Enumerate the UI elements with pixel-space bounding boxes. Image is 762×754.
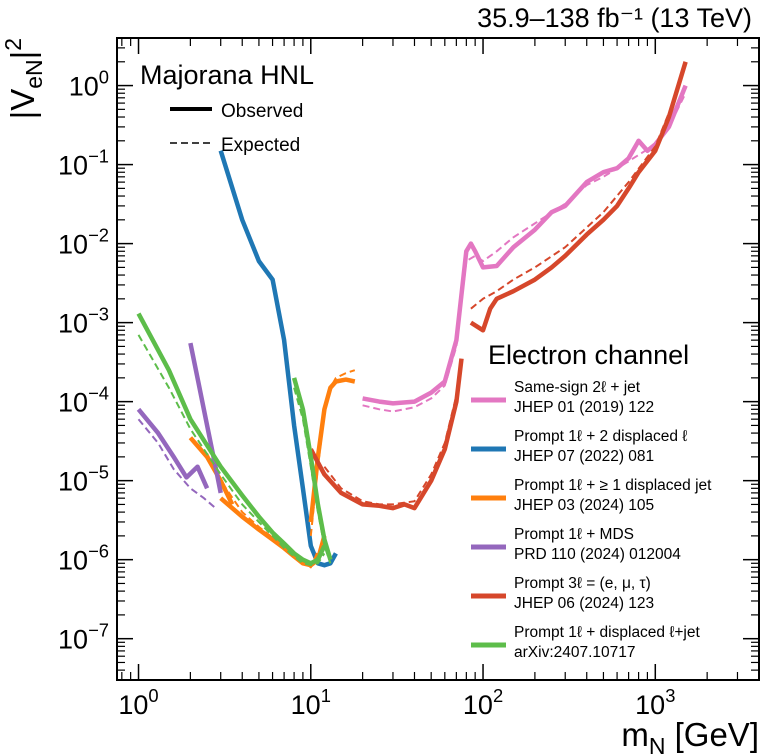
y-tick-label: 10−1 xyxy=(58,145,109,180)
y-tick-label: 10−6 xyxy=(58,541,109,576)
legend-ref-prompt-1-1-displaced-jet: JHEP 03 (2024) 105 xyxy=(514,497,654,514)
series-prompt-1-mds xyxy=(136,342,223,509)
x-tick-label: 100 xyxy=(118,685,158,720)
y-tick-label: 100 xyxy=(69,66,109,101)
x-tick-label: 103 xyxy=(635,685,675,720)
style-legend-dashed-label: Expected xyxy=(221,135,300,156)
prompt-1-2-displaced-observed-0 xyxy=(218,150,338,568)
legend-label-prompt-3-e: Prompt 3ℓ = (e, μ, τ) xyxy=(514,575,651,592)
channel-legend-title: Electron channel xyxy=(488,340,689,370)
y-tick-label: 10−4 xyxy=(58,382,109,417)
x-axis-label: mN [GeV] xyxy=(621,716,759,754)
prompt-1-mds-observed-0 xyxy=(136,407,210,490)
legend-label-prompt-1-displaced-jet: Prompt 1ℓ + displaced ℓ+jet xyxy=(514,624,700,641)
legend-label-same-sign-2-jet: Same-sign 2ℓ + jet xyxy=(514,379,641,396)
style-legend-solid-label: Observed xyxy=(221,101,303,122)
series-layer xyxy=(136,61,688,569)
luminosity-label: 35.9–138 fb⁻¹ (13 TeV) xyxy=(477,3,752,33)
y-tick-label: 10−2 xyxy=(58,224,109,259)
series-prompt-1-displaced-jet xyxy=(136,312,333,567)
prompt-1-displaced-jet-observed-0 xyxy=(136,312,327,566)
style-legend-title: Majorana HNL xyxy=(140,60,314,90)
legend-ref-same-sign-2-jet: JHEP 01 (2019) 122 xyxy=(514,399,654,416)
legend-ref-prompt-1-2-displaced: JHEP 07 (2022) 081 xyxy=(514,448,654,465)
legend-ref-prompt-1-displaced-jet: arXiv:2407.10717 xyxy=(514,644,636,661)
x-tick-label: 102 xyxy=(463,685,503,720)
prompt-1-displaced-jet-observed-1 xyxy=(291,377,333,561)
prompt-3-e-observed-0 xyxy=(308,358,464,511)
y-axis-label: |VeN|2 xyxy=(0,38,47,119)
prompt-3-e-expected-1 xyxy=(470,65,687,310)
same-sign-2-jet-observed-0 xyxy=(362,84,688,406)
prompt-1-mds-expected-0 xyxy=(137,418,217,509)
style-legend: Majorana HNL Observed Expected xyxy=(140,60,314,156)
series-prompt-3-e xyxy=(308,61,688,511)
series-prompt-1-2-displaced xyxy=(218,150,338,568)
plot-frame xyxy=(116,37,760,681)
series-same-sign-2-jet xyxy=(362,84,688,413)
channel-legend: Electron channel Same-sign 2ℓ + jet JHEP 0… xyxy=(471,340,712,661)
prompt-1-1-displaced-jet-observed-2 xyxy=(308,377,356,523)
svg-text:|VeN|2: |VeN|2 xyxy=(0,38,47,119)
legend-label-prompt-1-1-displaced-jet: Prompt 1ℓ + ≥ 1 displaced jet xyxy=(514,477,712,494)
y-tick-label: 10−3 xyxy=(58,303,109,338)
y-tick-label: 10−5 xyxy=(58,462,109,497)
legend-label-prompt-1-2-displaced: Prompt 1ℓ + 2 displaced ℓ xyxy=(514,428,687,445)
svg-text:mN [GeV]: mN [GeV] xyxy=(621,716,759,754)
prompt-1-mds-observed-1 xyxy=(188,342,223,494)
prompt-3-e-observed-1 xyxy=(469,61,688,333)
ticks-layer: 10010110210310410−710−610−510−410−310−21… xyxy=(58,37,760,720)
legend-label-prompt-1-mds: Prompt 1ℓ + MDS xyxy=(514,526,634,543)
legend-ref-prompt-1-mds: PRD 110 (2024) 012004 xyxy=(514,546,681,563)
y-tick-label: 10−7 xyxy=(58,620,109,655)
x-tick-label: 101 xyxy=(291,685,331,720)
legend-ref-prompt-3-e: JHEP 06 (2024) 123 xyxy=(514,595,654,612)
